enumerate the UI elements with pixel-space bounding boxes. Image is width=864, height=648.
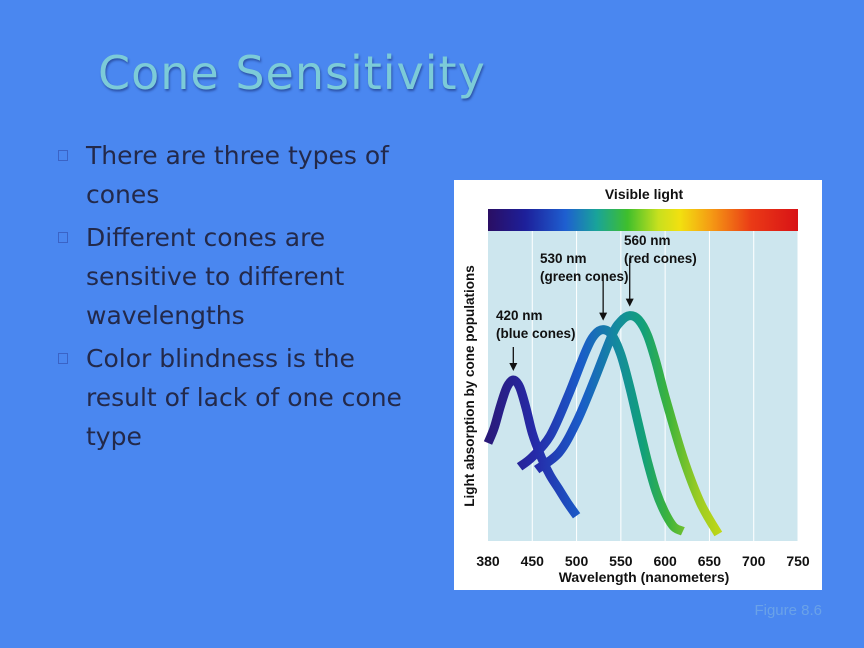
figure-caption: Figure 8.6: [754, 602, 822, 619]
x-tick-label: 650: [698, 553, 722, 569]
peak-annotation-label: (red cones): [624, 251, 697, 266]
peak-annotation-label: 560 nm: [624, 233, 671, 248]
x-tick-label: 750: [786, 553, 810, 569]
peak-annotations: 420 nm (blue cones) 530 nm (green cones) 560…: [496, 233, 697, 371]
absorption-curve: [516, 325, 685, 536]
bullet-text: There are three types of cones: [86, 141, 389, 209]
bullet-marker-icon: [58, 353, 68, 364]
slide-title: Cone Sensitivity: [98, 46, 486, 100]
bullet-list: There are three types of cones Different…: [56, 136, 416, 460]
peak-annotation-label: 530 nm: [540, 251, 587, 266]
x-axis-label: Wavelength (nanometers): [559, 569, 730, 585]
plot-area: [488, 231, 798, 541]
absorption-curve: [533, 311, 723, 537]
peak-arrowhead: [625, 298, 634, 307]
peak-annotation-label: (blue cones): [496, 326, 576, 341]
bullet-marker-icon: [58, 150, 68, 161]
x-tick-label: 600: [653, 553, 677, 569]
x-tick-label: 380: [476, 553, 500, 569]
peak-annotation-label: (green cones): [540, 269, 629, 284]
bullet-item: There are three types of cones: [56, 136, 416, 214]
chart-svg: Visible light 420 nm (blue cones) 530 nm (g…: [462, 186, 810, 585]
absorption-curves: [483, 311, 723, 537]
peak-arrowhead: [509, 363, 518, 371]
y-axis-label: Light absorption by cone populations: [462, 265, 477, 507]
cone-sensitivity-figure: Visible light 420 nm (blue cones) 530 nm (g…: [454, 180, 822, 590]
visible-spectrum-bar: [488, 209, 798, 231]
bullet-item: Color blindness is the result of lack of…: [56, 339, 416, 456]
bullet-marker-icon: [58, 232, 68, 243]
x-tick-labels: 380 450 500 550 600 650 700 750: [476, 553, 810, 569]
x-tick-label: 700: [742, 553, 766, 569]
x-tick-label: 450: [521, 553, 545, 569]
x-tick-label: 550: [609, 553, 633, 569]
peak-arrowhead: [599, 312, 608, 321]
gridlines: [531, 231, 799, 541]
absorption-curve: [483, 375, 581, 519]
bullet-text: Different cones are sensitive to differe…: [86, 223, 345, 330]
bullet-item: Different cones are sensitive to differe…: [56, 218, 416, 335]
bullet-text: Color blindness is the result of lack of…: [86, 344, 402, 451]
x-tick-label: 500: [565, 553, 589, 569]
peak-annotation-label: 420 nm: [496, 308, 543, 323]
chart-title: Visible light: [605, 186, 684, 202]
